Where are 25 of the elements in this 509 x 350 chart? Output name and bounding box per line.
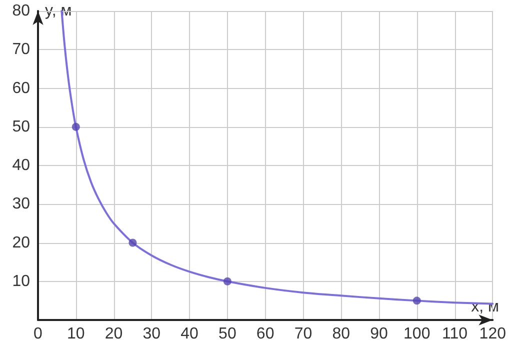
- point: [412, 296, 421, 305]
- x-tick-label: 10: [66, 326, 85, 342]
- x-tick-label: 40: [180, 326, 199, 342]
- x-tick-label: 50: [218, 326, 236, 342]
- y-tick-label: 60: [12, 80, 30, 97]
- point: [223, 277, 232, 286]
- y-tick-label: 40: [12, 157, 30, 174]
- y-tick-label: 70: [12, 41, 30, 58]
- x-tick-label: 90: [370, 326, 388, 342]
- y-tick-label: 50: [12, 118, 30, 136]
- x-tick-label: 120: [479, 326, 506, 342]
- x-tick-label: 70: [294, 326, 312, 342]
- x-tick-label: 0: [34, 326, 43, 342]
- point: [128, 238, 137, 247]
- y-tick-label: 10: [12, 272, 30, 290]
- x-tick-label: 80: [332, 326, 350, 342]
- x-tick-label: 30: [142, 326, 161, 342]
- x-tick-label: 100: [404, 326, 430, 342]
- y-tick-label: 80: [12, 2, 30, 20]
- y-tick-label: 20: [12, 234, 30, 252]
- x-tick-label: 20: [104, 326, 123, 342]
- y-tick-label: 30: [12, 196, 30, 213]
- x-tick-label: 60: [256, 326, 274, 342]
- point: [72, 122, 80, 131]
- x-tick-label: 110: [442, 326, 468, 342]
